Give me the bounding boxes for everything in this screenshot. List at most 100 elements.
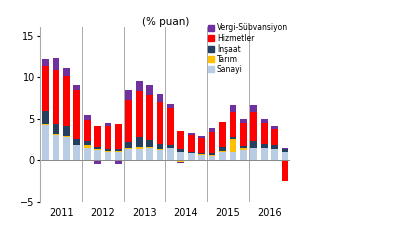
Bar (219, 122, 226, 147)
Bar (209, 155, 216, 156)
Bar (115, 152, 122, 160)
Bar (240, 148, 247, 150)
Bar (240, 123, 247, 146)
Bar (282, 149, 288, 152)
Bar (261, 123, 268, 144)
Legend: Vergi-Sübvansiyon, Hizmetler, İnşaat, Tarım, Sanayi: Vergi-Sübvansiyon, Hizmetler, İnşaat, Ta… (207, 23, 289, 75)
Bar (157, 102, 163, 144)
Bar (209, 132, 216, 153)
Bar (52, 124, 59, 134)
Bar (52, 134, 59, 135)
Bar (167, 148, 174, 160)
Bar (136, 147, 143, 149)
Bar (198, 155, 205, 160)
Text: 2013: 2013 (132, 208, 157, 218)
Text: 2015: 2015 (215, 208, 240, 218)
Bar (271, 149, 278, 160)
Bar (146, 95, 153, 140)
Bar (271, 126, 278, 129)
Bar (167, 108, 174, 145)
Bar (42, 124, 49, 125)
Bar (125, 148, 132, 149)
Bar (157, 94, 163, 102)
Bar (63, 68, 70, 76)
Bar (136, 137, 143, 147)
Bar (94, 149, 101, 150)
Bar (261, 144, 268, 148)
Bar (250, 105, 257, 112)
Bar (177, 131, 184, 149)
Bar (230, 137, 236, 139)
Bar (136, 81, 143, 91)
Bar (52, 58, 59, 70)
Bar (240, 146, 247, 148)
Bar (115, 149, 122, 151)
Bar (167, 145, 174, 148)
Bar (115, 160, 122, 164)
Bar (73, 145, 80, 160)
Bar (146, 147, 153, 148)
Bar (115, 124, 122, 149)
Bar (188, 135, 195, 152)
Bar (219, 152, 226, 160)
Bar (188, 153, 195, 160)
Bar (198, 138, 205, 153)
Bar (125, 149, 132, 160)
Bar (219, 151, 226, 152)
Bar (188, 152, 195, 153)
Bar (198, 154, 205, 155)
Bar (84, 148, 91, 160)
Bar (209, 156, 216, 160)
Title: (% puan): (% puan) (141, 17, 189, 27)
Bar (125, 100, 132, 142)
Bar (167, 104, 174, 108)
Bar (177, 162, 184, 164)
Bar (73, 90, 80, 139)
Bar (157, 144, 163, 149)
Bar (94, 150, 101, 160)
Bar (177, 160, 184, 162)
Bar (42, 125, 49, 160)
Bar (52, 70, 59, 124)
Bar (250, 112, 257, 141)
Bar (42, 59, 49, 65)
Bar (125, 142, 132, 148)
Bar (157, 150, 163, 160)
Bar (250, 148, 257, 160)
Bar (125, 90, 132, 100)
Bar (84, 145, 91, 148)
Bar (177, 149, 184, 152)
Bar (282, 160, 288, 181)
Bar (282, 152, 288, 160)
Bar (84, 141, 91, 145)
Bar (63, 126, 70, 136)
Text: 2016: 2016 (257, 208, 282, 218)
Bar (105, 126, 111, 149)
Bar (52, 135, 59, 160)
Bar (146, 85, 153, 95)
Bar (271, 129, 278, 145)
Text: 2012: 2012 (90, 208, 115, 218)
Bar (230, 105, 236, 112)
Bar (42, 65, 49, 111)
Bar (209, 153, 216, 155)
Bar (282, 148, 288, 149)
Bar (230, 112, 236, 137)
Bar (73, 85, 80, 90)
Text: 2014: 2014 (174, 208, 198, 218)
Bar (94, 147, 101, 149)
Bar (63, 136, 70, 137)
Bar (136, 149, 143, 160)
Bar (94, 126, 101, 147)
Bar (73, 139, 80, 145)
Bar (157, 149, 163, 150)
Bar (198, 136, 205, 138)
Bar (219, 160, 226, 161)
Bar (146, 148, 153, 160)
Bar (105, 152, 111, 160)
Bar (240, 150, 247, 160)
Bar (136, 91, 143, 137)
Bar (209, 128, 216, 132)
Bar (94, 160, 101, 164)
Bar (84, 120, 91, 141)
